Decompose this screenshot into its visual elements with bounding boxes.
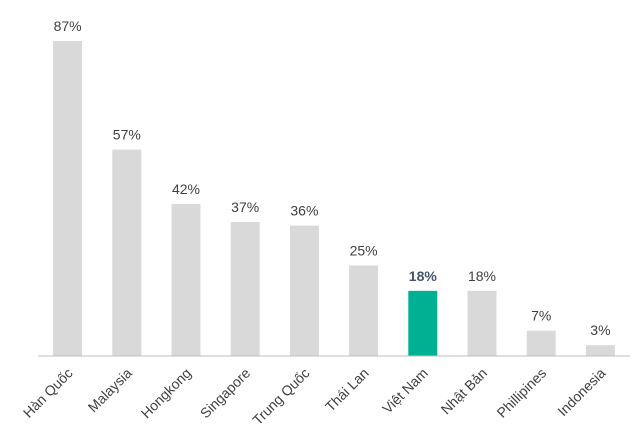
value-label: 42% bbox=[172, 181, 200, 197]
x-tick-label: Malaysia bbox=[85, 365, 136, 416]
bar bbox=[585, 345, 615, 356]
x-tick-label: Trung Quốc bbox=[249, 365, 312, 428]
bar bbox=[408, 290, 438, 356]
x-tick-label: Hàn Quốc bbox=[20, 365, 76, 421]
value-label: 36% bbox=[290, 203, 318, 219]
x-tick-label: Indonesia bbox=[554, 365, 608, 419]
value-label: 18% bbox=[409, 268, 438, 284]
bar bbox=[53, 41, 83, 356]
value-label: 25% bbox=[350, 242, 378, 258]
value-label: 3% bbox=[590, 322, 610, 338]
x-tick-label: Phillipines bbox=[493, 365, 549, 421]
value-label: 18% bbox=[468, 268, 496, 284]
x-tick-label: Thái Lan bbox=[322, 365, 372, 415]
x-tick-label: Singapore bbox=[197, 365, 254, 422]
bar bbox=[289, 225, 319, 356]
value-label: 7% bbox=[531, 308, 551, 324]
bar bbox=[230, 222, 260, 356]
bar bbox=[171, 203, 201, 356]
value-label: 87% bbox=[54, 18, 82, 34]
bar bbox=[526, 330, 556, 356]
bar bbox=[467, 290, 497, 356]
x-tick-label: Hongkong bbox=[138, 365, 194, 421]
bar bbox=[112, 149, 142, 356]
x-tick-label: Việt Nam bbox=[379, 365, 431, 417]
value-label: 57% bbox=[113, 127, 141, 143]
value-label: 37% bbox=[231, 199, 259, 215]
x-tick-label: Nhật Bản bbox=[438, 365, 491, 418]
bar bbox=[349, 265, 379, 356]
